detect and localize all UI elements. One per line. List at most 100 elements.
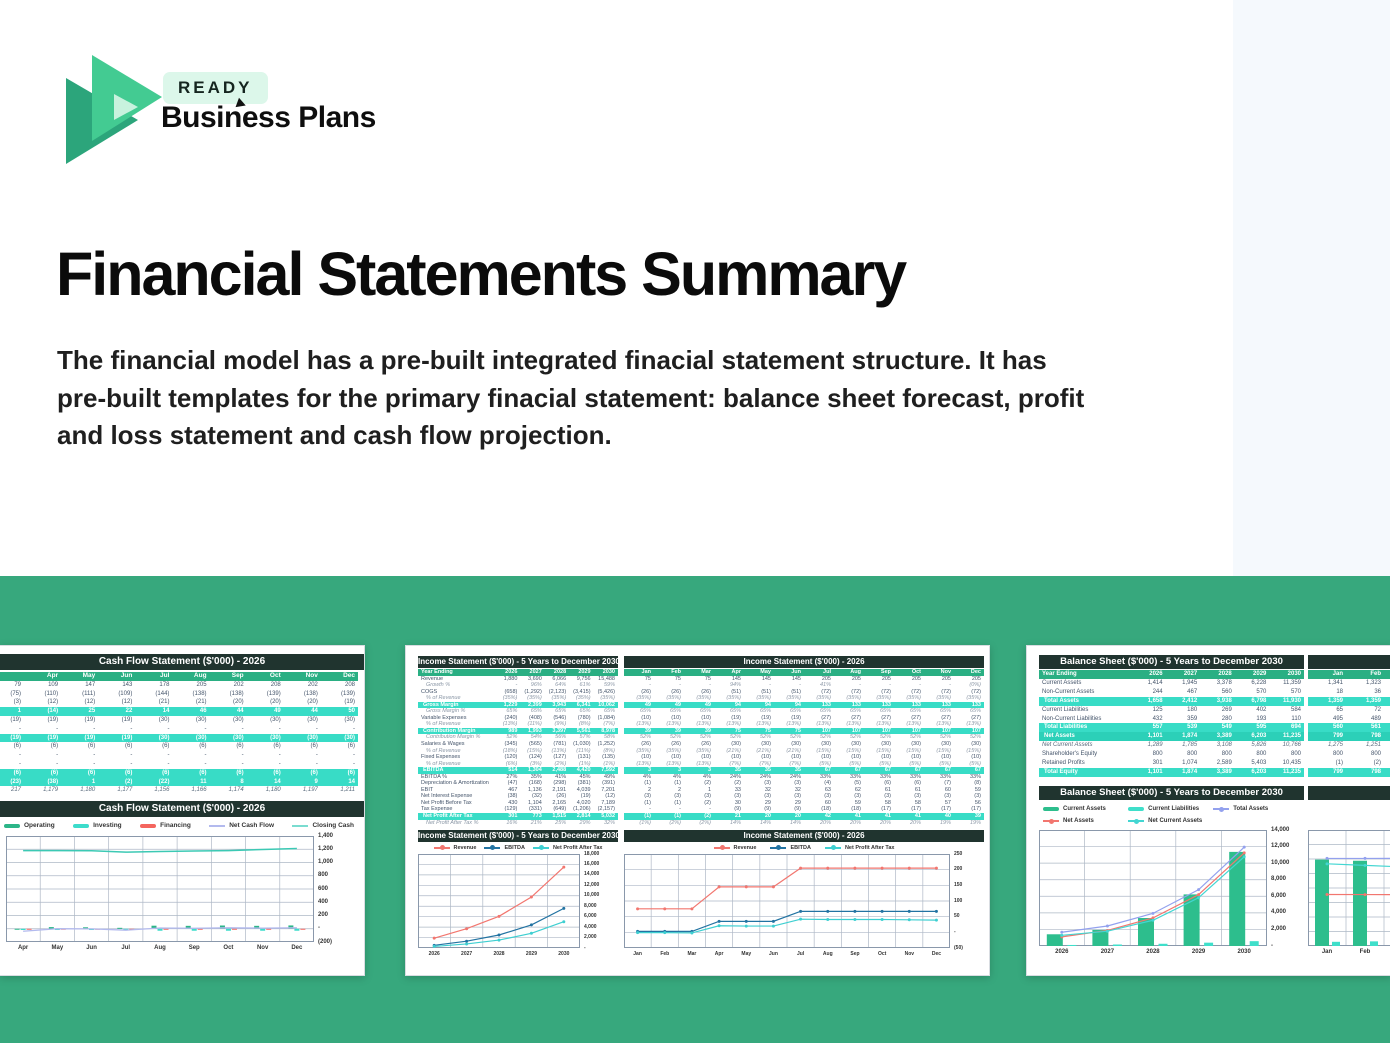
x-tick-label: Oct	[877, 951, 887, 957]
table-cell: 773	[520, 813, 545, 820]
table-cell: -	[353, 725, 355, 732]
table-cell: 800	[1187, 751, 1198, 758]
table-cell: 52%	[729, 734, 741, 741]
table-cell: (129)	[504, 806, 518, 813]
table-cell: 800	[1290, 751, 1301, 758]
table-cell: 9,756	[576, 675, 591, 682]
table-cell: 5,403	[1251, 760, 1267, 767]
table-cell: 6,341	[569, 701, 594, 709]
table-cell: (6)	[273, 743, 281, 750]
table-cell: 180	[1187, 706, 1198, 713]
x-tick-label: 2027	[1100, 949, 1115, 955]
table-cell: 205	[911, 675, 921, 682]
table-cell: (13%)	[636, 721, 651, 728]
table-cell: (2,123)	[548, 688, 567, 695]
table-cell: (6)	[283, 768, 321, 778]
table-cell	[1384, 759, 1390, 768]
table-row: EBITDA % 27% 35% 41% 45% 49%	[418, 774, 618, 781]
table-cell: (20)	[307, 699, 318, 706]
income-annual-chart-title: Income Statement ($'000) - 5 Years to De…	[418, 830, 618, 842]
table-cell: -	[56, 725, 59, 732]
table-cell: 495	[1332, 715, 1343, 722]
legend-dot-icon	[776, 845, 782, 850]
table-cell: 25%	[555, 819, 567, 826]
table-cell: 3,389	[1200, 732, 1235, 742]
income-annual-title: Income Statement ($'000) - 5 Years to De…	[418, 656, 618, 668]
x-tick-label: Dec	[291, 945, 303, 951]
y-tick-label: 12,000	[584, 881, 600, 888]
table-cell: 145	[791, 675, 801, 682]
x-tick-label: Jul	[121, 945, 131, 951]
table-cell: (13%)	[666, 721, 681, 728]
column-header: May	[61, 672, 99, 681]
table-cell: (19)	[47, 716, 59, 723]
table-row: (3) (12) (12) (12) (21) (21) (20) (20) (20) (19)	[0, 698, 358, 707]
table-cell: Retained Profits	[1042, 760, 1085, 767]
column-header: Jun	[774, 669, 804, 676]
table-cell: (5%)	[939, 760, 951, 767]
table-cell: Variable Expenses	[421, 714, 467, 721]
table-cell: 65%	[506, 708, 518, 715]
column-header: 2030	[1269, 670, 1304, 679]
table-cell: 1,180	[265, 787, 281, 794]
legend-marker-icon	[770, 845, 787, 850]
legend-item: Revenue	[433, 845, 476, 851]
table-cell: (21%)	[786, 747, 801, 754]
table-cell: 205	[971, 675, 981, 682]
table-cell: (30)	[971, 741, 981, 748]
table-cell: (2)	[704, 799, 711, 806]
legend-marker-icon	[1128, 807, 1145, 811]
chart-x-axis-labels: Jan Feb Mar Apr May Jun Jul Aug Sep Oct Nov Dec	[624, 951, 950, 957]
table-cell: (26)	[671, 688, 681, 695]
table-cell: 29%	[579, 819, 591, 826]
legend-label: Net Profit After Tax	[552, 844, 603, 851]
table-cell: (8%)	[603, 747, 615, 754]
legend-dot-icon	[1219, 806, 1225, 812]
x-tick-label: Feb	[1359, 949, 1371, 955]
table-cell: 1,101	[1131, 767, 1166, 777]
table-row: (1) (1) (2) 30 29 29 60 59 58 58 57 56	[624, 800, 984, 807]
table-cell: 65%	[729, 708, 741, 715]
legend-marker-icon	[484, 845, 501, 850]
table-cell: 560	[1221, 688, 1232, 695]
y-tick-label: 8,000	[1271, 876, 1287, 883]
column-header: Jul	[804, 669, 834, 676]
table-cell: 29	[764, 799, 771, 806]
table-cell: -	[353, 760, 355, 767]
table-cell: 79	[14, 681, 21, 688]
y-tick-label: 4,000	[584, 923, 597, 930]
legend-label: Net Assets	[1063, 818, 1094, 824]
table-cell: 432	[1152, 715, 1163, 722]
table-cell: 402	[1256, 706, 1267, 713]
column-header: 2029	[1234, 670, 1270, 679]
table-cell: (3)	[914, 793, 921, 800]
cashflow-chart: 1,400 1,200 1,000 800 600 400 200 - (200) Apr May J…	[6, 833, 354, 958]
table-cell: % of Revenue	[426, 695, 461, 702]
table-cell: (13%)	[876, 721, 891, 728]
table-cell: -	[204, 752, 207, 759]
table-row: (23) (38) 1 (2) (22) 11 8 14 9 14	[0, 777, 358, 787]
legend-item: EBITDA	[770, 845, 811, 851]
table-cell: 110	[1291, 715, 1301, 722]
table-cell: (6)	[162, 743, 170, 750]
legend-marker-icon	[209, 824, 226, 827]
x-tick-label: Jan	[633, 951, 642, 957]
table-cell: (9%)	[554, 721, 567, 728]
column-header: 2029	[569, 669, 594, 676]
table-cell: 800	[1256, 751, 1267, 758]
table-cell: 1,180	[80, 787, 96, 794]
table-cell: 205	[941, 675, 951, 682]
table-cell: (12)	[47, 699, 59, 706]
table-cell: 1,323	[1365, 679, 1381, 686]
table-cell: 1	[707, 786, 711, 793]
x-tick-label: Jun	[86, 945, 97, 951]
table-cell: (6)	[0, 768, 24, 778]
table-cell: (19)	[98, 733, 136, 743]
table-cell: 205	[851, 675, 861, 682]
table-cell: 61	[884, 786, 891, 793]
table-cell: (12)	[84, 699, 96, 706]
table-cell: (10)	[731, 754, 741, 761]
table-row: (10) (10) (10) (10) (10) (10) (10) (10) (10) (10)…	[624, 754, 984, 761]
y-tick-label: 200	[318, 912, 329, 918]
